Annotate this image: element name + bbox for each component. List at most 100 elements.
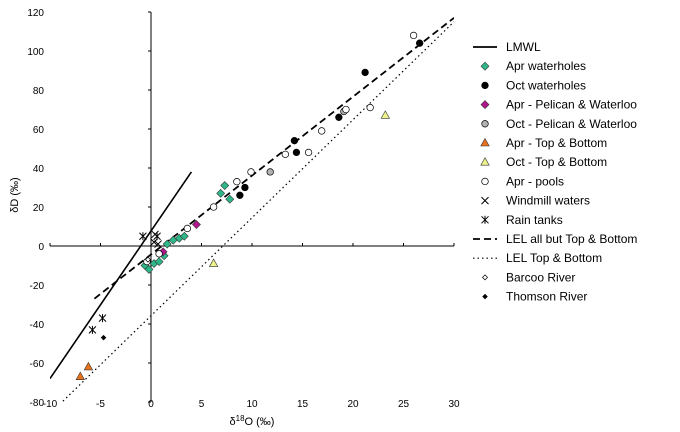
point-oct-top-bottom (208, 258, 219, 267)
y-tick-label: 0 (38, 242, 44, 253)
point-apr-pools (209, 203, 218, 211)
legend-item-rain-tanks: Rain tanks (481, 213, 563, 227)
trend-lines (50, 17, 454, 402)
y-tick-label: 100 (27, 47, 44, 58)
legend-label: LEL all but Top & Bottom (506, 232, 637, 246)
legend-swatch (480, 137, 490, 147)
point-oct-waterholes (292, 148, 301, 157)
x-tick-label: 25 (398, 399, 410, 410)
y-tick-label: 120 (27, 8, 44, 19)
y-tick-label: 60 (33, 125, 45, 136)
point-apr-pools (318, 127, 326, 135)
legend-label: Apr - Pelican & Waterloo (506, 98, 637, 112)
legend-swatch (480, 61, 490, 71)
legend-item-oct-pelican-waterloo: Oct - Pelican & Waterloo (481, 117, 637, 131)
point-apr-waterholes (179, 231, 189, 241)
legend-label: Apr - Top & Bottom (506, 136, 607, 150)
line-lel-all-but-top-bottom (93, 17, 454, 300)
legend-item-oct-top-bottom: Oct - Top & Bottom (480, 155, 607, 169)
legend-item-apr-top-bottom: Apr - Top & Bottom (480, 136, 607, 150)
y-axis-label: δD (‰) (9, 177, 21, 212)
legend-item-apr-pools: Apr - pools (481, 174, 564, 188)
x-tick-label: 30 (448, 399, 460, 410)
point-oct-pelican-waterloo (266, 168, 274, 176)
legend-swatch (482, 293, 488, 300)
legend-swatch (481, 177, 489, 186)
y-axis-ticks: -80 -60 -40 -20 0 20 40 60 80 100 120 (27, 8, 151, 409)
x-tick-label: -5 (96, 399, 105, 410)
y-tick-label: 80 (33, 86, 45, 97)
line-lel-top-bottom (61, 21, 454, 402)
y-tick-label: -80 (30, 398, 45, 409)
legend-label: LMWL (506, 40, 541, 54)
x-axis-ticks: -10 -5 0 5 10 15 20 25 30 (43, 243, 460, 410)
point-apr-pools (155, 250, 163, 258)
point-apr-pools (304, 148, 313, 157)
data-points (75, 31, 424, 380)
point-apr-pools (366, 103, 374, 112)
point-windmill-waters (154, 240, 162, 248)
point-apr-pools (247, 168, 255, 176)
point-apr-pelican-waterloo (192, 220, 201, 229)
point-oct-waterholes (236, 191, 244, 199)
point-apr-waterholes (220, 181, 230, 190)
point-oct-waterholes (416, 39, 424, 47)
point-apr-waterholes (162, 239, 172, 249)
x-tick-label: 20 (347, 399, 359, 410)
legend-item-lmwl: LMWL (473, 40, 541, 54)
y-tick-label: -40 (30, 320, 45, 331)
point-apr-top-bottom (75, 371, 86, 380)
legend-label: Oct - Top & Bottom (506, 155, 607, 169)
legend: LMWL Apr waterholes Oct waterholes Apr - Pe… (473, 40, 637, 304)
legend-swatch (482, 274, 488, 281)
line-lmwl (50, 171, 193, 380)
legend-swatch (481, 215, 489, 224)
point-apr-pools (183, 224, 192, 233)
point-rain-tanks (153, 232, 161, 241)
legend-label: Apr waterholes (506, 59, 586, 73)
x-tick-label: 15 (297, 399, 309, 410)
point-oct-waterholes (361, 68, 369, 77)
point-oct-waterholes (290, 137, 299, 145)
point-apr-waterholes (225, 194, 235, 204)
legend-label: Thomson River (506, 290, 587, 304)
point-apr-pools (281, 150, 289, 159)
legend-item-barcoo-river: Barcoo River (482, 270, 575, 284)
point-rain-tanks (88, 325, 97, 334)
point-apr-pools (233, 177, 241, 186)
legend-swatch (480, 157, 490, 166)
y-tick-label: -60 (30, 359, 45, 370)
legend-item-lel-all-but-top-bottom: LEL all but Top & Bottom (473, 232, 637, 246)
legend-label: Oct waterholes (506, 78, 586, 92)
x-axis-label: δ18O (‰) (230, 414, 275, 428)
point-thomson-river (100, 334, 107, 341)
legend-item-apr-waterholes: Apr waterholes (480, 59, 586, 73)
x-tick-label: 0 (148, 399, 154, 410)
legend-label: Apr - pools (506, 174, 564, 188)
legend-label: Oct - Pelican & Waterloo (506, 117, 637, 131)
point-oct-waterholes (241, 183, 249, 192)
point-apr-waterholes (216, 188, 226, 198)
point-rain-tanks (98, 314, 107, 323)
legend-item-thomson-river: Thomson River (482, 290, 587, 304)
legend-swatch (481, 81, 489, 90)
legend-label: Rain tanks (506, 213, 563, 227)
y-tick-label: 40 (33, 164, 45, 175)
legend-label: Windmill waters (506, 194, 590, 208)
point-oct-waterholes (335, 113, 343, 121)
point-apr-waterholes (144, 264, 154, 274)
legend-label: Barcoo River (506, 270, 575, 284)
x-tick-label: -10 (43, 399, 58, 410)
point-apr-top-bottom (83, 361, 94, 371)
legend-item-windmill-waters: Windmill waters (481, 194, 590, 208)
point-oct-top-bottom (380, 110, 391, 119)
point-apr-pools (342, 105, 350, 114)
legend-swatch (481, 120, 489, 128)
point-barcoo-river (144, 256, 151, 263)
legend-item-lel-top-bottom: LEL Top & Bottom (473, 251, 602, 265)
point-apr-pools (409, 31, 418, 40)
point-windmill-waters (150, 238, 158, 246)
point-rain-tanks (139, 232, 147, 241)
zero-axes (50, 12, 454, 402)
